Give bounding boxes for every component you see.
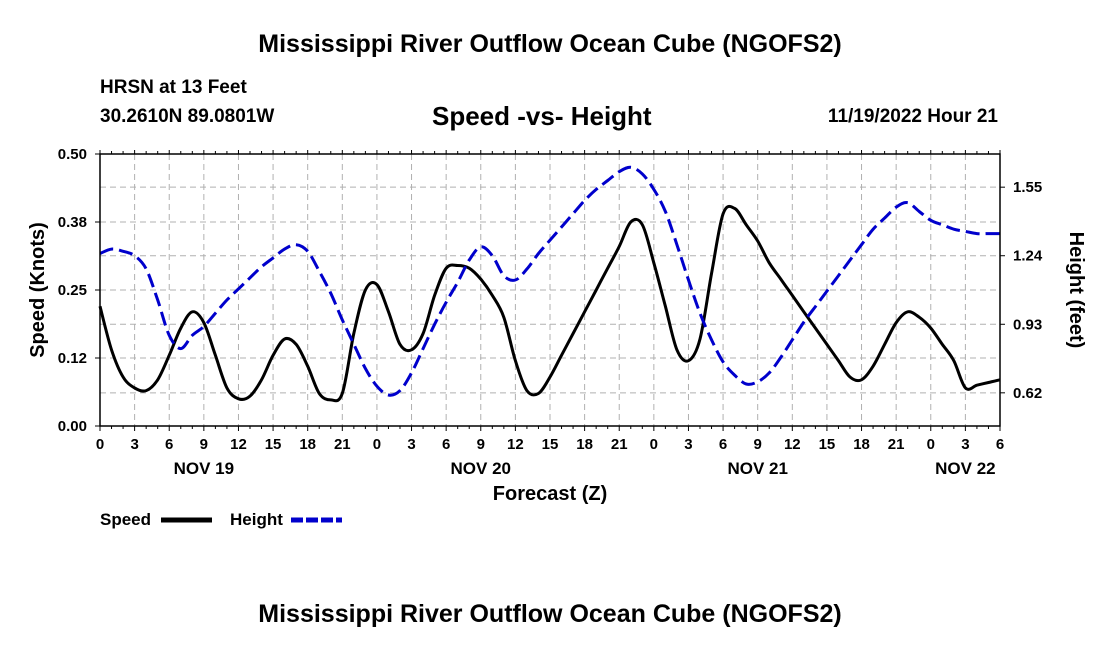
y-left-tick-label: 0.00 [58,418,87,435]
x-tick-label: 15 [819,436,836,453]
y-right-tick-label: 0.93 [1013,316,1042,333]
x-tick-label: 3 [130,436,138,453]
day-label: NOV 21 [727,459,787,478]
legend-speed-label: Speed [100,510,151,529]
x-tick-label: 18 [853,436,870,453]
x-tick-label: 21 [888,436,905,453]
x-tick-label: 12 [784,436,801,453]
y-axis-left-label: Speed (Knots) [27,222,49,358]
x-tick-label: 15 [265,436,282,453]
y-left-tick-label: 0.25 [58,282,87,299]
x-tick-label: 6 [165,436,173,453]
x-tick-label: 9 [754,436,762,453]
day-label: NOV 22 [935,459,995,478]
day-label: NOV 20 [451,459,511,478]
x-tick-label: 18 [299,436,316,453]
y-left-tick-label: 0.12 [58,350,87,367]
x-tick-label: 18 [576,436,593,453]
legend-height-label: Height [230,510,283,529]
forecast-datetime: 11/19/2022 Hour 21 [827,106,998,127]
series-line-speed [98,204,1001,403]
x-axis-label: Forecast (Z) [493,483,607,505]
legend: Speed Height [100,510,342,529]
chart-title: Speed -vs- Height [432,101,652,131]
y-left-tick-label: 0.38 [58,214,87,231]
x-tick-label: 9 [200,436,208,453]
x-tick-label: 21 [334,436,351,453]
series-line-height [99,165,1000,397]
x-tick-label: 15 [542,436,559,453]
x-tick-label: 9 [477,436,485,453]
station-coords: 30.2610N 89.0801W [100,106,275,127]
x-tick-label: 3 [407,436,415,453]
y-right-tick-label: 0.62 [1013,385,1042,402]
y-left-tick-label: 0.50 [58,146,87,163]
page-title-bottom: Mississippi River Outflow Ocean Cube (NG… [258,600,842,628]
day-label: NOV 19 [174,459,234,478]
y-right-tick-label: 1.55 [1013,179,1042,196]
x-tick-label: 12 [230,436,247,453]
x-tick-label: 6 [996,436,1004,453]
x-tick-label: 21 [611,436,628,453]
y-axis-right-label: Height (feet) [1065,232,1087,349]
x-tick-label: 0 [96,436,104,453]
station-label: HRSN at 13 Feet [100,77,247,98]
y-right-tick-label: 1.24 [1013,248,1043,265]
x-tick-label: 12 [507,436,524,453]
x-tick-label: 0 [927,436,935,453]
x-tick-label: 6 [719,436,727,453]
x-tick-label: 3 [961,436,969,453]
page-title-top: Mississippi River Outflow Ocean Cube (NG… [258,30,842,58]
x-tick-label: 0 [373,436,381,453]
x-tick-label: 0 [650,436,658,453]
x-tick-label: 6 [442,436,450,453]
x-tick-label: 3 [684,436,692,453]
